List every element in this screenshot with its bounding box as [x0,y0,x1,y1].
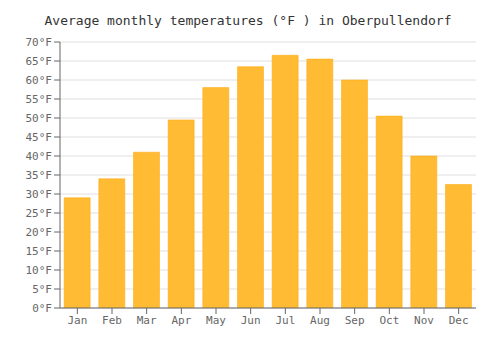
svg-text:10°F: 10°F [26,264,53,277]
svg-text:Aug: Aug [310,314,330,327]
svg-text:May: May [206,314,226,327]
svg-text:Oct: Oct [379,314,399,327]
svg-text:20°F: 20°F [26,226,53,239]
svg-text:Dec: Dec [449,314,469,327]
svg-text:Sep: Sep [345,314,365,327]
svg-text:Apr: Apr [171,314,191,327]
svg-text:30°F: 30°F [26,188,53,201]
svg-text:25°F: 25°F [26,207,53,220]
html-text:Average monthly temperatures (: Average monthly temperatures (°F ) in Ob… [44,13,452,28]
svg-text:5°F: 5°F [32,283,52,296]
svg-text:70°F: 70°F [26,36,53,49]
svg-text:Jun: Jun [241,314,261,327]
svg-text:15°F: 15°F [26,245,53,258]
svg-text:65°F: 65°F [26,55,53,68]
svg-text:0°F: 0°F [32,302,52,315]
svg-text:Mar: Mar [137,314,157,327]
svg-text:55°F: 55°F [26,93,53,106]
svg-text:60°F: 60°F [26,74,53,87]
svg-text:Feb: Feb [102,314,122,327]
svg-text:45°F: 45°F [26,131,53,144]
svg-text:35°F: 35°F [26,169,53,182]
svg-text:Nov: Nov [414,314,434,327]
svg-text:Jan: Jan [67,314,87,327]
svg-text:Jul: Jul [275,314,295,327]
svg-text:40°F: 40°F [26,150,53,163]
svg-text:50°F: 50°F [26,112,53,125]
